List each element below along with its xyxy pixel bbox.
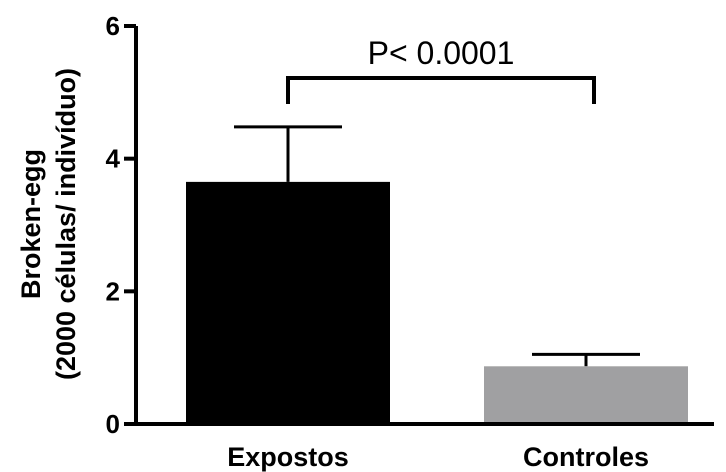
y-axis-title-line-2: (2000 células/ indivíduo)	[51, 68, 81, 380]
y-tick-label-4: 4	[106, 144, 121, 174]
axes-layer: Expostos Controles 0 2 4 6	[106, 11, 714, 472]
bar-controles	[484, 366, 688, 424]
category-label-expostos: Expostos	[227, 442, 349, 472]
y-tick-label-6: 6	[106, 11, 120, 41]
bars-layer	[186, 125, 688, 424]
p-value-label: P< 0.0001	[368, 35, 515, 71]
y-tick-label-0: 0	[106, 409, 120, 439]
category-label-controles: Controles	[523, 442, 649, 472]
y-axis-title: Broken-egg (2000 células/ indivíduo)	[16, 68, 81, 380]
bar-expostos	[186, 181, 390, 424]
significance-annotation: P< 0.0001	[286, 35, 596, 104]
y-axis-title-line-1: Broken-egg	[16, 149, 46, 299]
significance-bracket	[286, 76, 596, 104]
y-tick-label-2: 2	[106, 276, 120, 306]
